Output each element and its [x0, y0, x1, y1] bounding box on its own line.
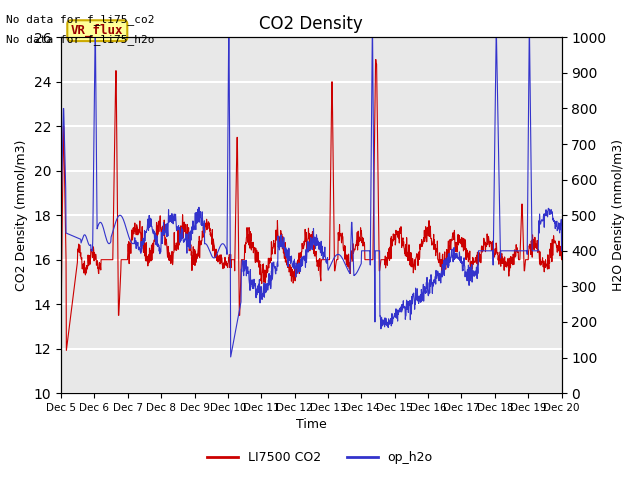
Y-axis label: H2O Density (mmol/m3): H2O Density (mmol/m3) [612, 139, 625, 291]
Title: CO2 Density: CO2 Density [259, 15, 363, 33]
X-axis label: Time: Time [296, 419, 326, 432]
Text: No data for f_li75_co2: No data for f_li75_co2 [6, 14, 155, 25]
Text: VR_flux: VR_flux [71, 24, 124, 37]
Text: No data for f_li75_h2o: No data for f_li75_h2o [6, 34, 155, 45]
Legend: LI7500 CO2, op_h2o: LI7500 CO2, op_h2o [202, 446, 438, 469]
Y-axis label: CO2 Density (mmol/m3): CO2 Density (mmol/m3) [15, 140, 28, 291]
